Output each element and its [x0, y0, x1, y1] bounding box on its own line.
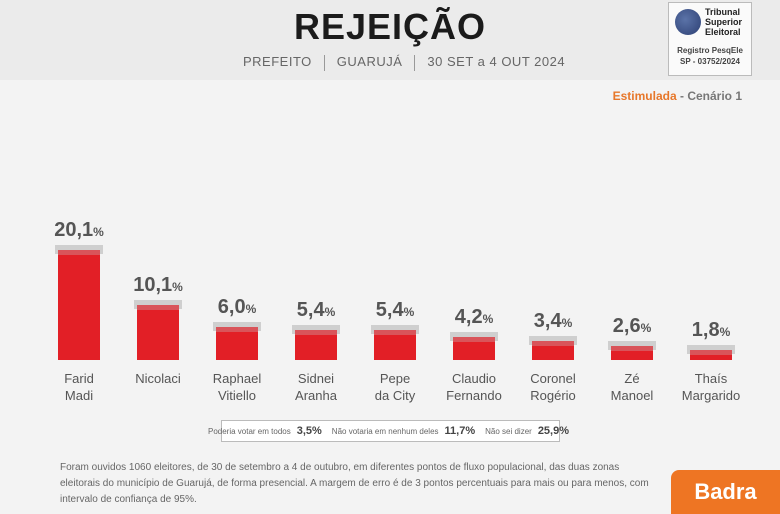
legend-value: 25,9%: [537, 425, 570, 437]
scenario-type: Estimulada: [612, 89, 677, 103]
bar-top-shade: [216, 327, 258, 333]
bar-top-shade: [690, 350, 732, 356]
bar-cap: [213, 322, 261, 332]
bar-top-shade: [137, 304, 179, 310]
office-label: PREFEITO: [243, 54, 312, 69]
scenario-separator: -: [676, 89, 688, 103]
bar-top-shade: [374, 330, 416, 336]
footnote: Foram ouvidos 1060 eleitores, de 30 de s…: [60, 462, 649, 505]
bar: [58, 250, 100, 360]
bar: [137, 304, 179, 360]
bar-top-shade: [532, 341, 574, 347]
bar-top-shade: [58, 250, 100, 255]
category-label: Nicolaci: [135, 371, 181, 386]
tse-seal-icon: [675, 9, 701, 35]
bar: [216, 327, 258, 360]
bar-top-shade: [295, 330, 337, 336]
data-label: 1,8%: [691, 319, 731, 342]
scenario-label: Estimulada - Cenário 1: [613, 89, 742, 103]
tse-name: Tribunal Superior Eleitoral: [705, 7, 743, 37]
bar: [453, 337, 495, 360]
category-label: Thaís Margarido: [681, 371, 741, 403]
legend-label: Não votaria em nenhum deles: [331, 426, 439, 436]
bar-cap: [134, 299, 182, 309]
divider: [414, 54, 416, 71]
data-label: 4,2%: [454, 306, 494, 328]
data-label: 2,6%: [612, 314, 652, 337]
city-label: GUARUJÁ: [336, 54, 403, 69]
legend-label: Não sei dizer: [485, 426, 532, 436]
legend-value: 11,7%: [444, 425, 476, 437]
bar-cap: [292, 325, 340, 335]
bar-cap: [687, 345, 735, 355]
page-title: REJEIÇÃO: [293, 6, 487, 47]
brand-logo: Badra: [671, 470, 780, 514]
bar-cap: [608, 340, 656, 350]
subtitle: PREFEITO GUARUJÁ 30 SET a 4 OUT 2024: [243, 54, 565, 71]
tse-registry: Registro PesqEle SP - 03752/2024: [677, 46, 743, 66]
category-label: Pepe da City: [374, 371, 416, 403]
data-label: 20,1%: [54, 219, 104, 241]
legend-value: 3,5%: [296, 425, 322, 437]
scenario-name: Cenário 1: [687, 89, 742, 103]
data-label: 6,0%: [217, 296, 257, 319]
category-label: Claudio Fernando: [446, 371, 502, 403]
category-label: Farid Madi: [64, 371, 94, 403]
bar-top-shade: [453, 337, 495, 342]
bar-cap: [371, 325, 419, 335]
bar-cap: [55, 245, 103, 254]
data-label: 10,1%: [133, 273, 183, 296]
header: REJEIÇÃO PREFEITO GUARUJÁ 30 SET a 4 OUT 2…: [0, 0, 780, 80]
bar-cap: [529, 336, 577, 346]
category-label: Coronel Rogério: [530, 371, 576, 403]
data-label: 5,4%: [296, 299, 336, 322]
category-label: Zé Manoel: [610, 371, 654, 403]
divider: [323, 54, 325, 71]
data-label: 5,4%: [375, 299, 415, 322]
bar-top-shade: [611, 345, 653, 351]
bar-cap: [450, 332, 498, 341]
legend-box: Poderia votar em todos 3,5% Não votaria …: [208, 420, 569, 442]
category-label: Raphael Vitiello: [212, 371, 262, 403]
data-label: 3,4%: [533, 310, 573, 333]
category-label: Sidnei Aranha: [295, 371, 337, 403]
tse-badge: Tribunal Superior Eleitoral Registro Pes…: [668, 2, 752, 76]
legend-label: Poderia votar em todos: [208, 426, 291, 436]
period-label: 30 SET a 4 OUT 2024: [427, 54, 566, 69]
